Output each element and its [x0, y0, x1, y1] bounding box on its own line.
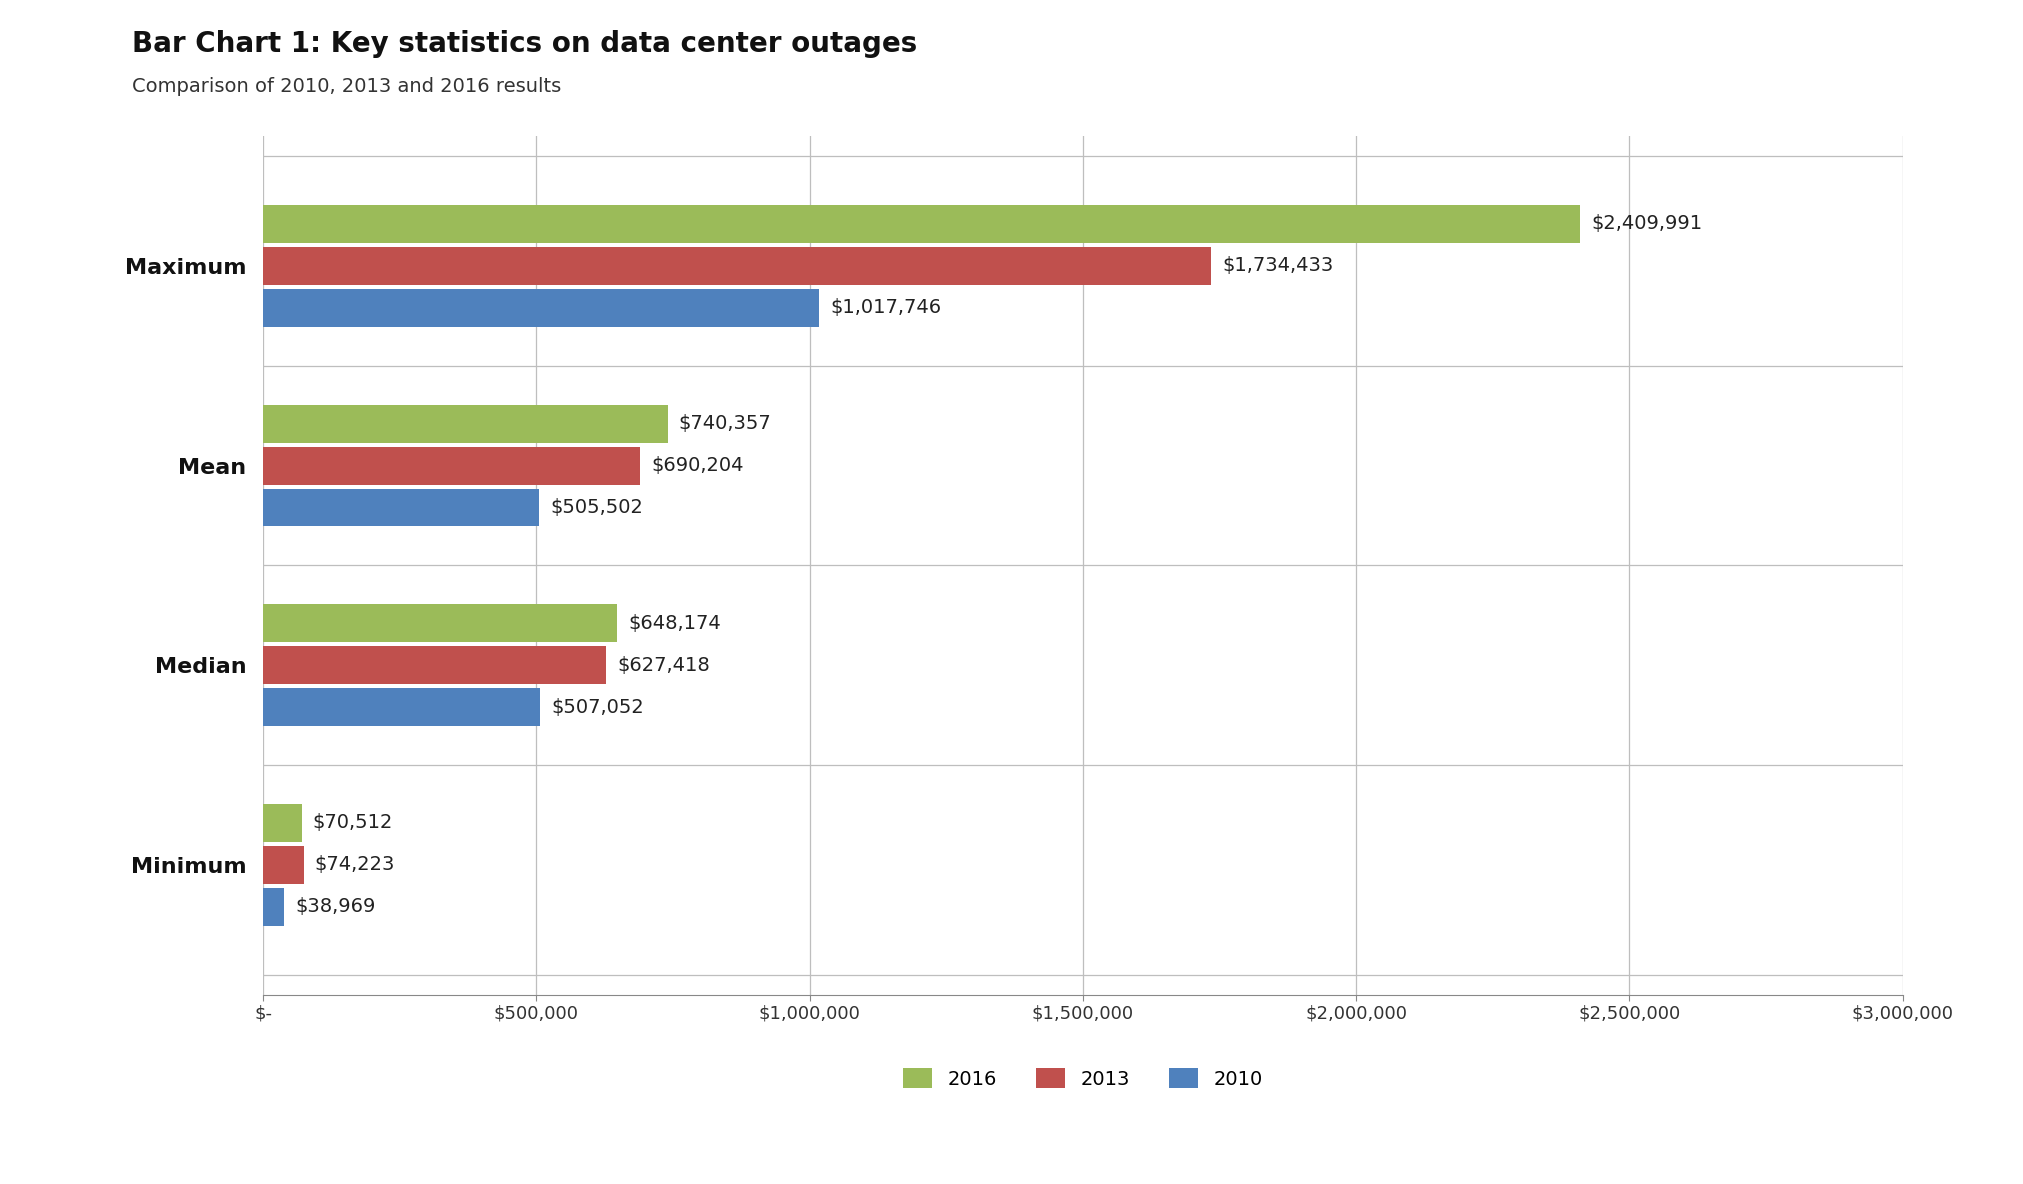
Bar [263, 845, 303, 883]
Bar [263, 247, 1210, 285]
Text: $627,418: $627,418 [617, 656, 710, 675]
Text: $2,409,991: $2,409,991 [1590, 214, 1701, 233]
Text: $70,512: $70,512 [312, 813, 392, 832]
Text: Bar Chart 1: Key statistics on data center outages: Bar Chart 1: Key statistics on data cent… [131, 30, 916, 58]
Text: Comparison of 2010, 2013 and 2016 results: Comparison of 2010, 2013 and 2016 result… [131, 77, 560, 96]
Bar [263, 446, 639, 484]
Text: $648,174: $648,174 [627, 613, 720, 632]
Bar [263, 646, 605, 684]
Bar [263, 405, 668, 443]
Legend: 2016, 2013, 2010: 2016, 2013, 2010 [894, 1061, 1270, 1096]
Text: $1,017,746: $1,017,746 [829, 298, 941, 317]
Text: $38,969: $38,969 [295, 897, 376, 916]
Bar [263, 489, 538, 527]
Bar [263, 205, 1580, 243]
Bar [263, 888, 285, 926]
Text: $505,502: $505,502 [550, 498, 643, 517]
Text: $74,223: $74,223 [314, 855, 394, 874]
Text: $740,357: $740,357 [678, 414, 771, 433]
Text: $1,734,433: $1,734,433 [1222, 257, 1333, 276]
Text: $690,204: $690,204 [651, 456, 742, 475]
Bar [263, 688, 540, 726]
Text: $507,052: $507,052 [550, 697, 643, 716]
Bar [263, 289, 819, 327]
Bar [263, 604, 617, 642]
Bar [263, 804, 301, 842]
